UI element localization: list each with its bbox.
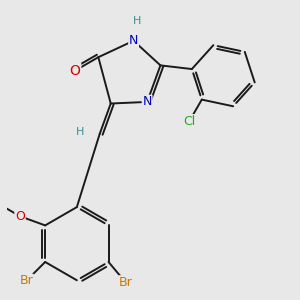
Text: H: H (76, 127, 84, 137)
Text: Br: Br (119, 276, 133, 289)
Text: Cl: Cl (183, 115, 195, 128)
Text: N: N (142, 95, 152, 108)
Text: O: O (15, 210, 25, 223)
Text: H: H (133, 16, 141, 26)
Text: Br: Br (20, 274, 33, 287)
Text: N: N (129, 34, 138, 47)
Text: O: O (70, 64, 81, 78)
